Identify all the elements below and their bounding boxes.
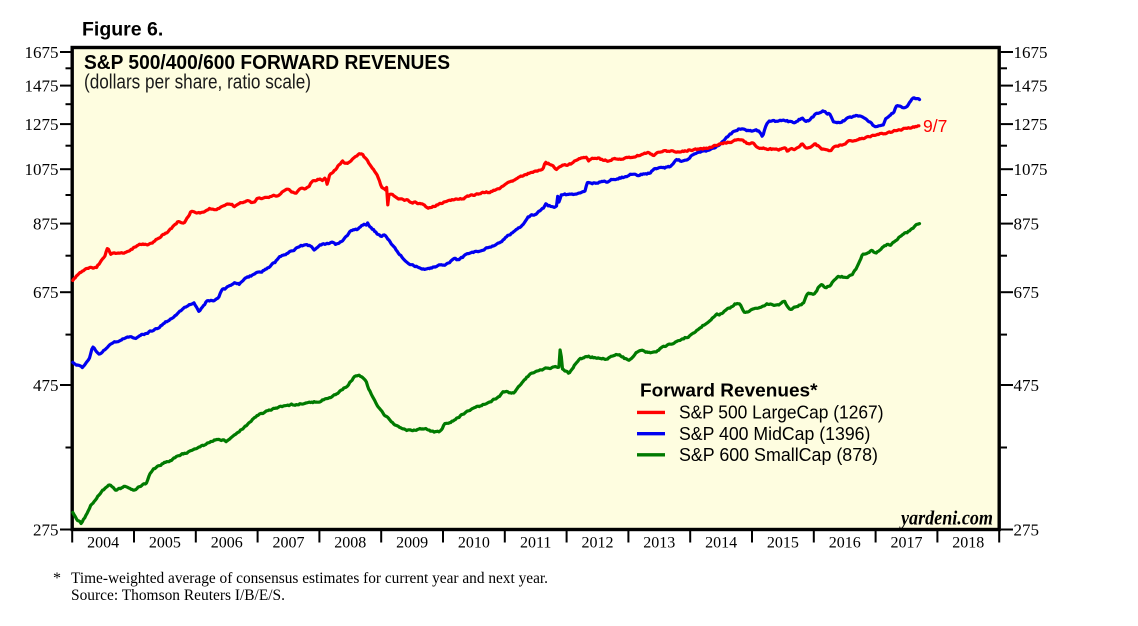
svg-text:2011: 2011	[520, 535, 551, 552]
svg-text:1075: 1075	[25, 160, 59, 179]
svg-text:9/7: 9/7	[923, 116, 947, 136]
svg-text:2018: 2018	[952, 535, 984, 552]
svg-text:1475: 1475	[25, 76, 59, 95]
svg-text:S&P 500 LargeCap (1267): S&P 500 LargeCap (1267)	[679, 402, 884, 423]
svg-text:*: *	[53, 570, 61, 587]
svg-text:Forward Revenues*: Forward Revenues*	[640, 380, 818, 401]
svg-text:1675: 1675	[1014, 43, 1048, 62]
svg-text:2010: 2010	[458, 535, 490, 552]
svg-text:475: 475	[1014, 376, 1040, 395]
svg-text:2017: 2017	[891, 535, 923, 552]
svg-text:875: 875	[33, 214, 59, 233]
svg-text:2005: 2005	[149, 535, 181, 552]
svg-text:2016: 2016	[829, 535, 861, 552]
svg-text:1075: 1075	[1014, 160, 1048, 179]
svg-text:2015: 2015	[767, 535, 799, 552]
svg-text:Time-weighted average of conse: Time-weighted average of consensus estim…	[71, 570, 548, 587]
svg-text:Figure 6.: Figure 6.	[82, 19, 163, 41]
svg-text:2014: 2014	[705, 535, 737, 552]
svg-text:(dollars per share, ratio scal: (dollars per share, ratio scale)	[84, 72, 311, 94]
svg-text:675: 675	[33, 283, 59, 302]
svg-text:1275: 1275	[1014, 115, 1048, 134]
svg-text:yardeni.com: yardeni.com	[899, 508, 993, 530]
svg-text:875: 875	[1014, 214, 1040, 233]
svg-text:2007: 2007	[273, 535, 305, 552]
svg-text:S&P 400 MidCap (1396): S&P 400 MidCap (1396)	[679, 423, 870, 444]
svg-text:1475: 1475	[1014, 76, 1048, 95]
svg-text:1675: 1675	[25, 43, 59, 62]
svg-text:2006: 2006	[211, 535, 243, 552]
svg-text:475: 475	[33, 376, 59, 395]
svg-text:Source: Thomson Reuters I/B/E/: Source: Thomson Reuters I/B/E/S.	[71, 587, 285, 604]
svg-text:2013: 2013	[643, 535, 675, 552]
svg-text:S&P 500/400/600 FORWARD REVENU: S&P 500/400/600 FORWARD REVENUES	[84, 51, 450, 74]
svg-text:275: 275	[1014, 520, 1040, 539]
svg-text:275: 275	[33, 520, 59, 539]
svg-text:1275: 1275	[25, 115, 59, 134]
svg-text:2009: 2009	[396, 535, 428, 552]
svg-text:2012: 2012	[582, 535, 614, 552]
svg-text:S&P 600 SmallCap (878): S&P 600 SmallCap (878)	[679, 444, 878, 465]
svg-text:2004: 2004	[87, 535, 119, 552]
svg-text:675: 675	[1014, 283, 1040, 302]
svg-text:2008: 2008	[334, 535, 366, 552]
